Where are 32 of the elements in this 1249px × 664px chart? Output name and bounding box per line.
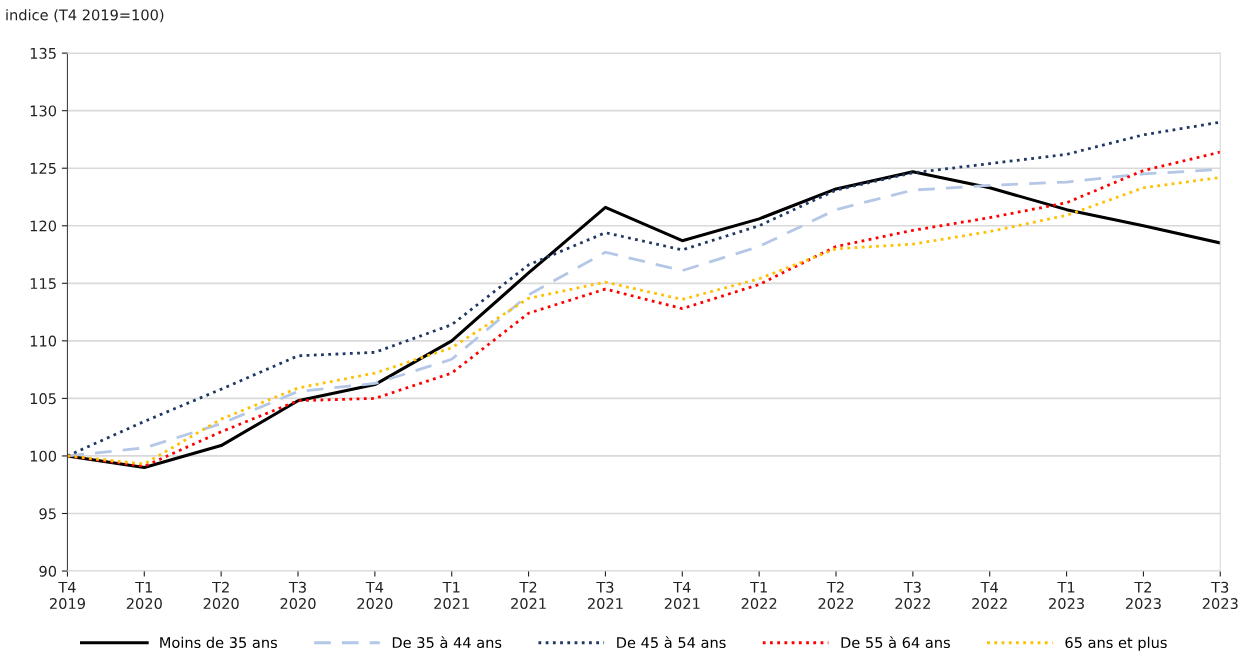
x-tick-label: T4 2019 xyxy=(49,581,85,610)
x-tick-label: T4 2020 xyxy=(357,581,393,610)
x-tick-label: T2 2022 xyxy=(818,581,854,610)
x-tick-label: T1 2022 xyxy=(741,581,777,610)
x-tick-label: T1 2021 xyxy=(434,581,469,610)
legend-label: De 45 à 54 ans xyxy=(617,636,726,649)
y-tick-label: 115 xyxy=(30,278,56,290)
x-tick-label: T3 2022 xyxy=(895,581,930,610)
x-tick-label: T2 2020 xyxy=(203,581,239,610)
legend-label: De 55 à 64 ans xyxy=(841,636,950,649)
y-axis-title: indice (T4 2019=100) xyxy=(6,9,164,23)
y-tick-label: 110 xyxy=(30,335,57,347)
legend-label: De 35 à 44 ans xyxy=(392,636,502,649)
x-tick-label: T2 2021 xyxy=(511,581,546,610)
x-tick-label: T3 2020 xyxy=(280,581,316,610)
x-tick-label: T3 2021 xyxy=(587,581,623,610)
x-tick-label: T1 2023 xyxy=(1049,581,1084,610)
y-tick-label: 125 xyxy=(30,162,56,174)
x-tick-label: T1 2020 xyxy=(126,581,162,610)
x-tick-label: T4 2022 xyxy=(972,581,1007,610)
x-tick-label: T4 2021 xyxy=(664,581,700,610)
y-tick-label: 95 xyxy=(39,508,56,520)
y-tick-label: 105 xyxy=(30,393,56,405)
y-tick-label: 130 xyxy=(30,105,57,117)
x-tick-label: T2 2023 xyxy=(1125,581,1161,610)
y-tick-label: 90 xyxy=(39,565,57,577)
y-tick-label: 100 xyxy=(30,450,57,462)
y-tick-label: 120 xyxy=(30,220,57,232)
y-tick-label: 135 xyxy=(30,47,56,59)
legend-label: Moins de 35 ans xyxy=(160,636,277,649)
x-tick-label: T3 2023 xyxy=(1202,581,1238,610)
legend-label: 65 ans et plus xyxy=(1065,636,1167,651)
